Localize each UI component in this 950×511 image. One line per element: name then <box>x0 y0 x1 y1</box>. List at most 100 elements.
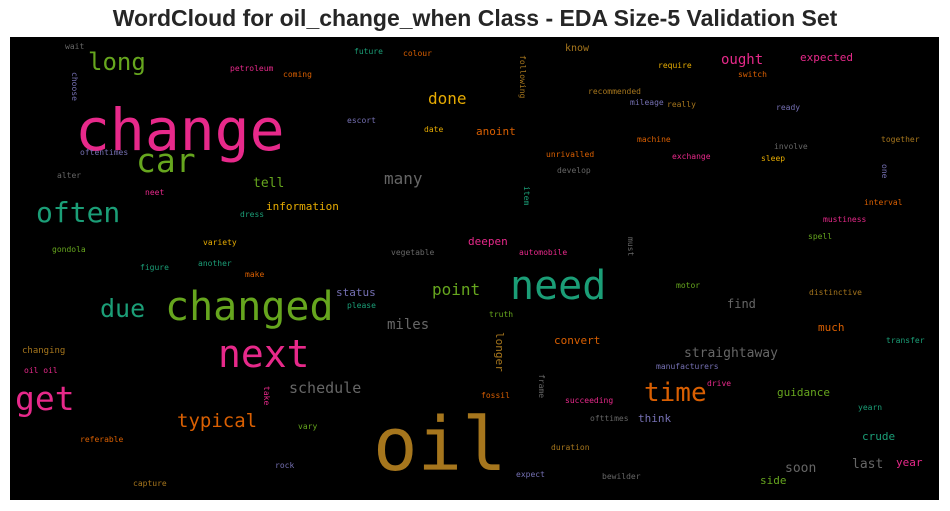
word-make: make <box>245 270 264 279</box>
word-together: together <box>881 135 920 144</box>
word-succeeding: succeeding <box>565 396 613 405</box>
word-oil: oil <box>373 402 507 488</box>
word-convert: convert <box>554 334 600 347</box>
word-gondola: gondola <box>52 245 86 254</box>
word-changed: changed <box>165 284 334 330</box>
word-truth: truth <box>489 310 513 319</box>
word-time: time <box>644 378 707 408</box>
word-item: item <box>522 186 531 205</box>
word-vary: vary <box>298 422 317 431</box>
word-date: date <box>424 125 443 134</box>
word-petroleum: petroleum <box>230 64 274 73</box>
word-capture: capture <box>133 479 167 488</box>
word-done: done <box>428 89 467 108</box>
word-miles: miles <box>387 317 429 333</box>
word-sleep: sleep <box>761 154 785 163</box>
word-crude: crude <box>862 430 895 443</box>
word-variety: variety <box>203 238 237 247</box>
word-get: get <box>15 379 75 418</box>
word-due: due <box>100 294 145 323</box>
word-dress: dress <box>240 210 264 219</box>
word-tell: tell <box>253 176 284 191</box>
word-think: think <box>638 412 671 425</box>
word-figure: figure <box>140 263 169 272</box>
word-year: year <box>896 456 923 469</box>
word-ofttimes: ofttimes <box>590 414 629 423</box>
word-neet: neet <box>145 188 164 197</box>
word-straightaway: straightaway <box>684 346 778 361</box>
chart-title: WordCloud for oil_change_when Class - ED… <box>112 5 838 31</box>
word-vegetable: vegetable <box>391 248 435 257</box>
word-please: please <box>347 301 376 310</box>
word-information: information <box>266 200 339 213</box>
word-expected: expected <box>800 51 853 64</box>
word-unrivalled: unrivalled <box>546 150 594 159</box>
word-spell: spell <box>808 232 832 241</box>
word-soon: soon <box>785 461 816 476</box>
word-automobile: automobile <box>519 248 567 257</box>
word-frame: frame <box>537 374 546 398</box>
word-car: car <box>136 141 196 180</box>
word-status: status <box>336 286 376 299</box>
wordcloud-panel: oil change need changed next car often get time d… <box>10 37 939 500</box>
word-changing: changing <box>22 346 65 356</box>
word-rock: rock <box>275 461 294 470</box>
word-develop: develop <box>557 166 591 175</box>
word-duration: duration <box>551 443 590 452</box>
word-often: often <box>36 196 120 229</box>
word-really: really <box>667 100 696 109</box>
word-ought: ought <box>721 52 763 68</box>
word-bewilder: bewilder <box>602 472 641 481</box>
word-change: change <box>75 96 285 164</box>
word-long: long <box>88 48 146 76</box>
word-alter: alter <box>57 171 81 180</box>
word-must: must <box>626 237 635 256</box>
word-ready: ready <box>776 103 800 112</box>
word-one: one <box>880 164 889 179</box>
word-interval: interval <box>864 198 903 207</box>
word-schedule: schedule <box>289 379 361 397</box>
word-oil-oil: oil oil <box>24 366 58 375</box>
word-longer: longer <box>493 332 506 372</box>
word-side: side <box>760 474 787 487</box>
word-distinctive: distinctive <box>809 288 862 297</box>
word-coming: coming <box>283 70 312 79</box>
word-transfer: transfer <box>886 336 925 345</box>
word-point: point <box>432 280 480 299</box>
word-future: future <box>354 47 383 56</box>
word-choose: choose <box>70 72 79 101</box>
word-another: another <box>198 259 232 268</box>
word-oftentimes: oftentimes <box>80 148 128 157</box>
word-mustiness: mustiness <box>823 215 867 224</box>
word-machine: machine <box>637 135 671 144</box>
word-much: much <box>818 321 845 334</box>
word-drive: drive <box>707 379 731 388</box>
word-find: find <box>727 297 756 311</box>
word-guidance: guidance <box>777 386 830 399</box>
word-fossil: fossil <box>481 391 510 400</box>
word-colour: colour <box>403 49 432 58</box>
word-typical: typical <box>177 410 257 432</box>
word-referable: referable <box>80 435 124 444</box>
word-mileage: mileage <box>630 98 664 107</box>
word-manufacturers: manufacturers <box>656 362 719 371</box>
word-exchange: exchange <box>672 152 711 161</box>
word-wait: wait <box>65 42 84 51</box>
word-yearn: yearn <box>858 403 882 412</box>
word-involve: involve <box>774 142 808 151</box>
word-many: many <box>384 169 423 188</box>
word-next: next <box>218 332 310 376</box>
word-require: require <box>658 61 692 70</box>
word-anoint: anoint <box>476 125 516 138</box>
word-motor: motor <box>676 281 700 290</box>
word-take: take <box>262 386 271 405</box>
word-following: following <box>518 55 527 99</box>
word-escort: escort <box>347 116 376 125</box>
word-switch: switch <box>738 70 767 79</box>
word-last: last <box>852 457 883 472</box>
word-expect: expect <box>516 470 545 479</box>
word-deepen: deepen <box>468 235 508 248</box>
word-recommended: recommended <box>588 87 641 96</box>
word-know: know <box>565 43 590 54</box>
